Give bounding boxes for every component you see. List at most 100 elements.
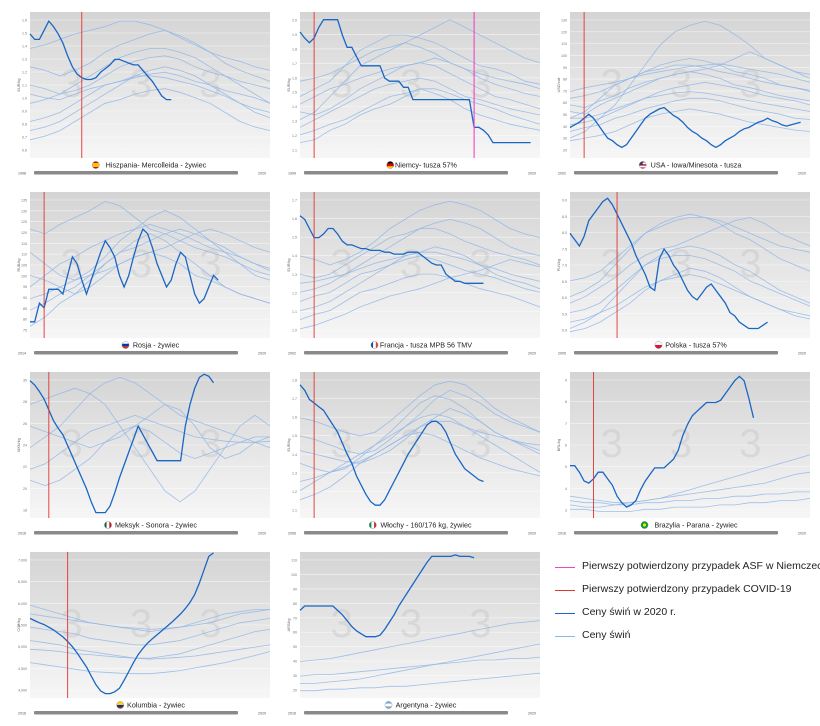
prices-line-swatch <box>555 636 575 637</box>
y-tick-label: 100 <box>21 274 27 278</box>
y-axis-label: EUR/kg <box>287 258 291 271</box>
series-2020-line <box>29 373 215 514</box>
y-tick-label: 7,000 <box>18 559 27 563</box>
x-range-end-label: 2020 <box>258 352 266 356</box>
mexico-flag-icon <box>104 521 112 529</box>
history-series-line <box>569 81 811 126</box>
legend-label: Pierwszy potwierdzony przypadek COVID-19 <box>582 583 792 595</box>
y-tick-label: 4,000 <box>18 689 27 693</box>
spain-flag-icon <box>91 161 100 169</box>
legend-item-asf: Pierwszy potwierdzony przypadek ASF w Ni… <box>555 558 820 581</box>
y-axis-label: BRL/kg <box>557 439 561 451</box>
y-tick-label: 1.2 <box>292 490 297 494</box>
chart-title: Niemcy- tusza 57% <box>395 161 458 170</box>
y-tick-label: 1.1 <box>22 84 27 88</box>
y-tick-label: 130 <box>561 19 567 23</box>
y-tick-label: 1.9 <box>292 33 297 37</box>
y-tick-label: 80 <box>563 78 567 82</box>
y-tick-label: 6.0 <box>562 296 567 300</box>
range-scrollbar <box>304 351 508 355</box>
history-series-line <box>299 380 541 437</box>
x-range-end-label: 2020 <box>258 712 266 716</box>
history-series-line <box>299 656 541 677</box>
chart-title: Hiszpania- Mercolleida - żywiec <box>106 161 207 170</box>
history-series-line <box>299 389 541 455</box>
x-range-start-label: 2006 <box>288 532 296 536</box>
y-tick-label: 3 <box>565 509 567 513</box>
y-tick-label: 30 <box>293 674 297 678</box>
y-tick-label: 26 <box>23 422 27 426</box>
history-series-line <box>569 58 811 119</box>
y-tick-label: 5.0 <box>562 329 567 333</box>
y-tick-label: 1.7 <box>292 199 297 203</box>
range-scrollbar <box>574 351 778 355</box>
history-series-line <box>299 273 541 321</box>
y-tick-label: 6,500 <box>18 580 27 584</box>
y-tick-label: 6.5 <box>562 280 567 284</box>
history-series-line <box>29 223 271 288</box>
history-series-line <box>299 251 541 284</box>
range-scrollbar <box>574 171 778 175</box>
y-tick-label: 0.6 <box>22 149 27 153</box>
y-tick-label: 135 <box>21 199 27 203</box>
y-tick-label: 2.0 <box>292 19 297 23</box>
y-tick-label: 20 <box>293 689 297 693</box>
history-series-line <box>569 213 811 298</box>
series-2020-line <box>29 19 172 101</box>
y-tick-label: 1.6 <box>292 416 297 420</box>
x-range-start-label: 2014 <box>18 352 26 356</box>
price-chart: 110 100 90 80 70 60 50 40 30 20 ARS/kg 3 3 3 2016 202… <box>287 552 541 716</box>
x-range-start-label: 2016 <box>558 532 566 536</box>
asf-line-swatch <box>555 567 575 568</box>
plot-area <box>300 372 540 518</box>
y-tick-label: 1.5 <box>292 434 297 438</box>
history-series-line <box>29 29 271 82</box>
y-tick-label: 1.4 <box>292 105 297 109</box>
covid-line-swatch <box>555 590 575 591</box>
y-tick-label: 0.9 <box>22 110 27 114</box>
y-tick-label: 1.7 <box>292 62 297 66</box>
y-tick-label: 1.0 <box>292 329 297 333</box>
y-tick-label: 1.5 <box>292 91 297 95</box>
history-series-line <box>300 643 541 684</box>
y-tick-label: 1.6 <box>292 217 297 221</box>
chart-panel: 130 120 110 100 90 80 70 60 50 40 30 20 USD/cwt 3 3 3… <box>548 8 812 180</box>
y-tick-label: 20 <box>23 487 27 491</box>
history-series-line <box>569 471 811 504</box>
history-series-line <box>29 425 270 487</box>
y-tick-label: 1.8 <box>292 47 297 51</box>
y-tick-label: 7.0 <box>562 264 567 268</box>
history-series-line <box>29 604 271 630</box>
y-tick-label: 8.5 <box>562 215 567 219</box>
chart-title: Francja - tusza MPB 56 TMV <box>380 341 472 350</box>
range-scrollbar <box>304 711 508 715</box>
history-series-line <box>29 644 271 660</box>
brazil-flag-icon <box>640 521 649 529</box>
x-range-end-label: 2020 <box>258 172 266 176</box>
x-range-end-label: 2020 <box>798 172 806 176</box>
history-series-line <box>299 57 541 105</box>
y-tick-label: 0.8 <box>22 123 27 127</box>
history-series-line <box>29 609 270 633</box>
x-range-start-label: 2016 <box>18 532 26 536</box>
x-range-end-label: 2020 <box>528 352 536 356</box>
y-tick-label: 100 <box>291 573 297 577</box>
poland-flag-icon <box>654 341 663 349</box>
watermark: 3 3 3 <box>601 422 780 466</box>
price-chart: 9.0 8.5 8.0 7.5 7.0 6.5 6.0 5.5 5.0 PLN/kg 3 3 3 20… <box>557 192 811 356</box>
y-tick-label: 90 <box>23 296 27 300</box>
history-series-line <box>299 259 541 330</box>
y-tick-label: 1.2 <box>292 134 297 138</box>
germany-flag-icon <box>386 161 395 169</box>
range-scrollbar <box>574 531 778 535</box>
y-tick-label: 1.5 <box>22 32 27 36</box>
y-tick-label: 30 <box>23 379 27 383</box>
history-series-line <box>299 413 541 491</box>
watermark: 3 3 3 <box>61 62 240 106</box>
chart-panel: 30 28 26 24 22 20 18 MXN/kg 3 3 3 2016 2020 Meksyk … <box>8 368 272 540</box>
y-tick-label: 1.3 <box>292 120 297 124</box>
y-tick-label: 0.7 <box>22 136 27 140</box>
chart-title: Brazylia - Parana - żywiec <box>654 521 737 530</box>
y-tick-label: 120 <box>561 30 567 34</box>
y-axis-label: RUB/kg <box>17 258 21 271</box>
